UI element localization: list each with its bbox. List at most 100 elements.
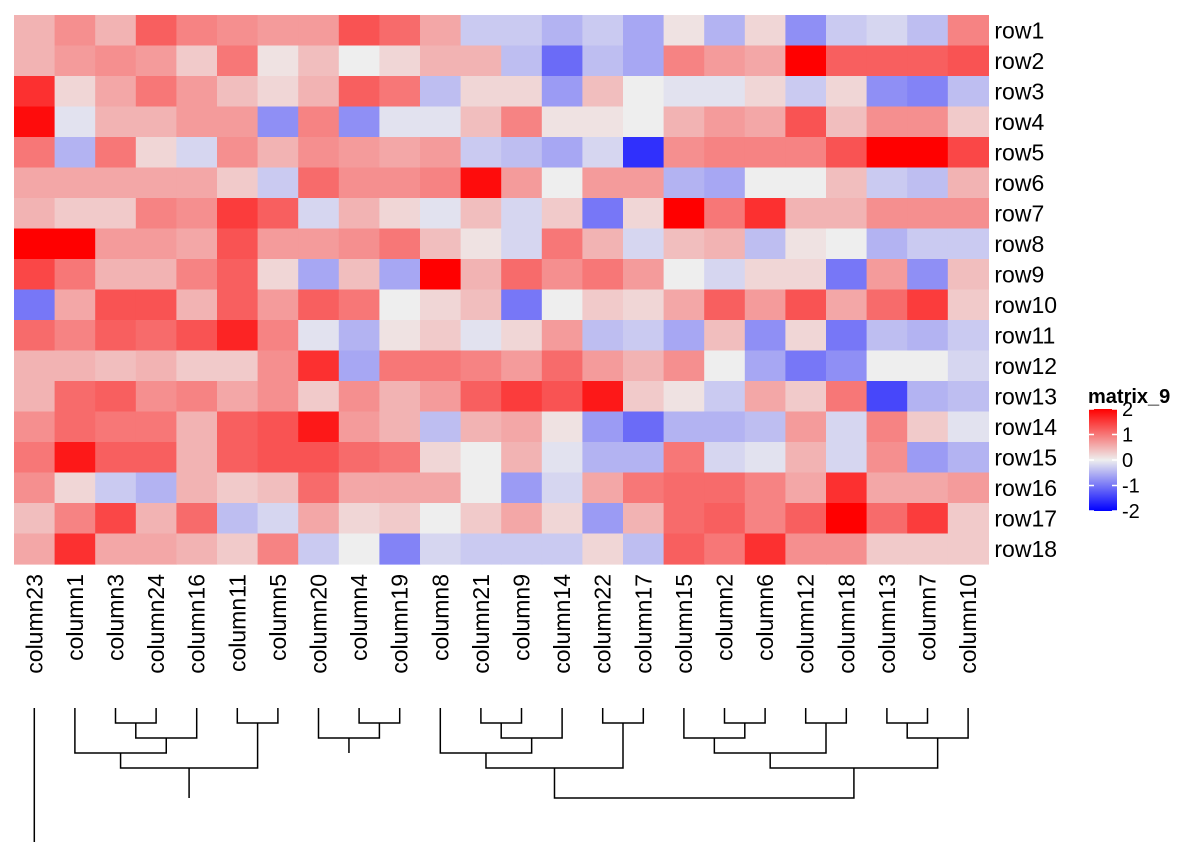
column-label: column7 (915, 574, 941, 661)
heatmap-cell (176, 45, 218, 77)
heatmap-cell (826, 381, 868, 413)
heatmap-cell (14, 350, 56, 382)
heatmap-cell (460, 198, 502, 230)
heatmap-cell (501, 411, 543, 443)
heatmap-cell (420, 15, 462, 47)
heatmap-cell (338, 503, 380, 535)
heatmap-cell (541, 533, 583, 565)
heatmap-cell (907, 442, 949, 474)
dendrogram-branch (553, 768, 855, 799)
heatmap-cell (420, 320, 462, 352)
heatmap-cell (663, 137, 705, 169)
heatmap-cell (501, 381, 543, 413)
heatmap-cell (257, 350, 299, 382)
heatmap-cell (744, 472, 786, 504)
heatmap-cell (541, 198, 583, 230)
heatmap-cell (14, 442, 56, 474)
heatmap-cell (460, 259, 502, 291)
row-label: row3 (994, 78, 1044, 104)
heatmap-cell (379, 411, 421, 443)
heatmap-cell (907, 198, 949, 230)
heatmap-cell (176, 320, 218, 352)
heatmap-cell (298, 472, 340, 504)
heatmap-cell (338, 137, 380, 169)
heatmap-cell (582, 320, 624, 352)
heatmap-cell (176, 137, 218, 169)
heatmap-cell (501, 472, 543, 504)
heatmap-cell (785, 228, 827, 260)
column-label: column24 (143, 574, 169, 674)
heatmap-cell (135, 442, 177, 474)
heatmap-cell (176, 167, 218, 199)
heatmap-cell (14, 320, 56, 352)
heatmap-cell (14, 76, 56, 108)
heatmap-cell (826, 228, 868, 260)
heatmap-cell (866, 259, 908, 291)
heatmap-cell (704, 76, 746, 108)
heatmap-cell (866, 503, 908, 535)
heatmap-cell (338, 45, 380, 77)
column-label: column9 (509, 574, 535, 661)
heatmap-cell (298, 289, 340, 321)
heatmap-cell (663, 45, 705, 77)
heatmap-cell (907, 15, 949, 47)
heatmap-cell (338, 472, 380, 504)
heatmap-cell (176, 259, 218, 291)
heatmap-cell (217, 259, 259, 291)
heatmap-cell (14, 228, 56, 260)
heatmap-cell (623, 289, 665, 321)
heatmap-cell (135, 289, 177, 321)
heatmap-cell (501, 503, 543, 535)
heatmap-cell (217, 198, 259, 230)
heatmap-cell (541, 320, 583, 352)
heatmap-cell (54, 198, 96, 230)
heatmap-cell (623, 442, 665, 474)
heatmap-cell (541, 15, 583, 47)
heatmap-cell (95, 15, 137, 47)
heatmap-cell (135, 259, 177, 291)
heatmap-cell (54, 411, 96, 443)
heatmap-cell (663, 289, 705, 321)
column-label: column17 (630, 574, 656, 674)
heatmap-cell (257, 472, 299, 504)
heatmap-cell (420, 442, 462, 474)
heatmap-cell (257, 320, 299, 352)
row-label: row4 (994, 109, 1044, 135)
heatmap-cell (907, 381, 949, 413)
heatmap-cell (785, 411, 827, 443)
heatmap-cell (866, 106, 908, 138)
heatmap-cell (582, 76, 624, 108)
column-label: column22 (590, 574, 616, 674)
heatmap-cells (14, 15, 989, 565)
heatmap-cell (176, 411, 218, 443)
heatmap-cell (826, 106, 868, 138)
heatmap-cell (785, 503, 827, 535)
heatmap-cell (663, 15, 705, 47)
heatmap-cell (257, 45, 299, 77)
heatmap-cell (582, 533, 624, 565)
heatmap-cell (826, 442, 868, 474)
heatmap-cell (785, 259, 827, 291)
heatmap-cell (785, 137, 827, 169)
heatmap-cell (704, 45, 746, 77)
heatmap-cell (785, 350, 827, 382)
row-label: row18 (994, 536, 1057, 562)
heatmap-cell (785, 198, 827, 230)
heatmap-cell (907, 350, 949, 382)
heatmap-cell (338, 198, 380, 230)
heatmap-cell (54, 350, 96, 382)
heatmap-cell (826, 289, 868, 321)
heatmap-cell (947, 76, 989, 108)
heatmap-cell (95, 259, 137, 291)
heatmap-cell (257, 533, 299, 565)
heatmap-cell (704, 503, 746, 535)
heatmap-cell (95, 350, 137, 382)
heatmap-cell (14, 198, 56, 230)
heatmap-cell (420, 228, 462, 260)
heatmap-cell (826, 259, 868, 291)
dendrogram-branch (358, 708, 401, 724)
row-labels: row1 row2 row3 row4 row5 row6 row7 row8 row9 row1… (994, 17, 1057, 562)
heatmap-cell (257, 228, 299, 260)
heatmap-cell (217, 320, 259, 352)
